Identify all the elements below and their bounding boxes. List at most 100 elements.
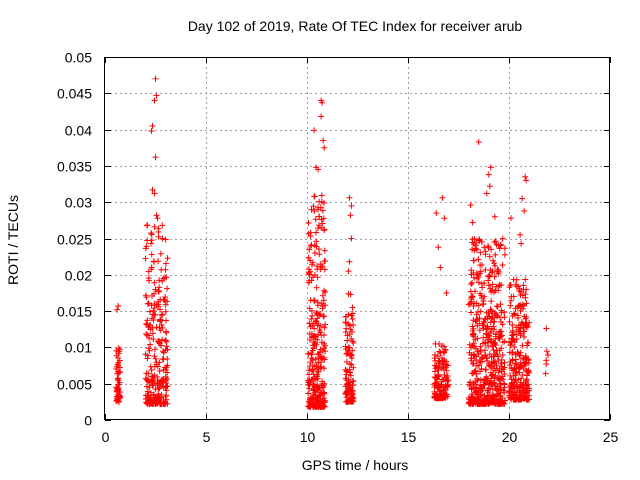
data-point <box>164 346 171 353</box>
data-point <box>493 391 500 398</box>
data-point <box>158 312 165 319</box>
data-point <box>476 327 483 334</box>
data-point <box>348 335 355 342</box>
data-point <box>515 376 522 383</box>
data-point <box>506 362 513 369</box>
data-point <box>310 345 317 352</box>
data-point <box>156 318 163 325</box>
data-point <box>470 360 477 367</box>
data-point <box>467 379 474 386</box>
data-point <box>148 264 155 271</box>
data-point <box>491 213 498 220</box>
data-point <box>511 311 518 318</box>
data-point <box>506 339 513 346</box>
data-point <box>467 309 474 316</box>
data-point <box>497 392 504 399</box>
data-point <box>115 345 122 352</box>
data-point <box>512 360 519 367</box>
data-point <box>321 287 328 294</box>
data-point <box>144 300 151 307</box>
data-point <box>164 355 171 362</box>
data-point <box>306 246 313 253</box>
data-point <box>153 359 160 366</box>
data-point <box>306 305 313 312</box>
data-point <box>305 390 312 397</box>
data-point <box>515 362 522 369</box>
data-point <box>490 260 497 267</box>
data-point <box>481 319 488 326</box>
data-point <box>317 261 324 268</box>
data-point <box>517 352 524 359</box>
data-point <box>484 323 491 330</box>
data-point <box>522 381 529 388</box>
data-point <box>475 138 482 145</box>
data-point <box>477 290 484 297</box>
data-point <box>513 368 520 375</box>
data-point <box>150 400 157 407</box>
data-point <box>440 349 447 356</box>
data-point <box>513 276 520 283</box>
y-tick-labels: 0 0.005 0.01 0.015 0.02 0.025 0.03 0.035 0.04 0.0… <box>57 50 92 429</box>
data-point <box>523 286 530 293</box>
data-point <box>155 303 162 310</box>
data-point <box>522 320 529 327</box>
data-point <box>526 396 533 403</box>
data-point <box>311 297 318 304</box>
data-point <box>346 360 353 367</box>
y-tick-label: 0.02 <box>65 268 92 284</box>
data-point <box>318 224 325 231</box>
data-point <box>153 212 160 219</box>
data-point <box>313 229 320 236</box>
data-point <box>343 351 350 358</box>
data-point <box>162 260 169 267</box>
data-point <box>162 308 169 315</box>
data-point <box>521 313 528 320</box>
data-point <box>310 297 317 304</box>
data-point <box>156 340 163 347</box>
data-point <box>345 376 352 383</box>
data-point <box>472 336 479 343</box>
data-point <box>501 359 508 366</box>
data-point <box>467 202 474 209</box>
data-point <box>142 292 149 299</box>
data-point <box>485 342 492 349</box>
data-point <box>431 384 438 391</box>
data-point <box>321 258 328 265</box>
data-point <box>163 317 170 324</box>
data-point <box>155 233 162 240</box>
data-point <box>438 381 445 388</box>
data-point <box>485 171 492 178</box>
data-point <box>308 206 315 213</box>
data-point <box>487 381 494 388</box>
data-point <box>160 348 167 355</box>
data-point <box>308 368 315 375</box>
data-point <box>313 284 320 291</box>
data-point <box>499 235 506 242</box>
data-point <box>490 371 497 378</box>
data-point <box>477 343 484 350</box>
data-point <box>321 403 328 410</box>
data-point <box>346 331 353 338</box>
data-point <box>308 350 315 357</box>
data-point <box>144 355 151 362</box>
data-point <box>148 302 155 309</box>
x-axis-label: GPS time / hours <box>302 457 409 473</box>
data-point <box>498 363 505 370</box>
data-point <box>319 220 326 227</box>
data-point <box>347 352 354 359</box>
data-point <box>309 357 316 364</box>
data-point <box>313 341 320 348</box>
data-point <box>314 387 321 394</box>
data-point <box>320 215 327 222</box>
data-point <box>318 192 325 199</box>
data-point <box>322 321 329 328</box>
data-point <box>347 212 354 219</box>
data-point <box>469 323 476 330</box>
data-point <box>306 403 313 410</box>
data-point <box>473 384 480 391</box>
data-point <box>345 321 352 328</box>
data-point <box>468 391 475 398</box>
y-tick-label: 0 <box>84 413 92 429</box>
data-point <box>489 381 496 388</box>
data-point <box>489 314 496 321</box>
